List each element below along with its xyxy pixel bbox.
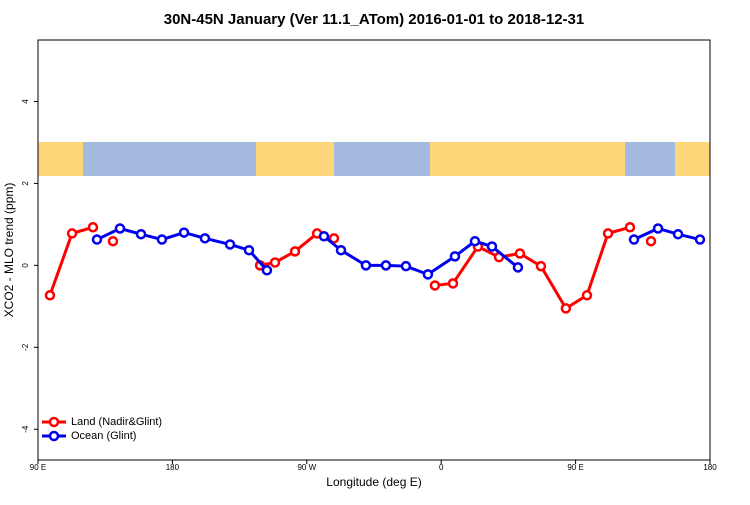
data-point: [400, 260, 412, 272]
land-band: [256, 142, 334, 176]
data-point: [328, 233, 340, 244]
data-point: [449, 251, 461, 262]
land-band: [430, 142, 625, 176]
legend-marker: [48, 416, 60, 428]
x-axis-label: Longitude (deg E): [326, 475, 421, 489]
data-point: [380, 260, 392, 271]
data-point: [512, 262, 524, 273]
x-tick-label: 90 E: [30, 463, 46, 472]
legend-label: Ocean (Glint): [71, 430, 136, 442]
data-point: [422, 269, 434, 280]
x-tick-label: 180: [166, 463, 180, 472]
data-point: [652, 223, 664, 234]
data-point: [261, 265, 273, 276]
data-point: [44, 290, 56, 301]
data-point: [581, 290, 593, 301]
map-band: [38, 142, 710, 176]
land-band: [675, 142, 710, 176]
data-point: [199, 233, 211, 244]
y-tick-label: -2: [21, 343, 30, 351]
data-point: [694, 234, 706, 245]
data-point: [107, 235, 119, 247]
data-point: [535, 260, 547, 272]
data-point: [486, 241, 498, 252]
x-tick-label: 90 W: [297, 463, 316, 472]
data-point: [602, 228, 614, 239]
data-point: [429, 280, 441, 291]
x-tick-label: 90 E: [567, 463, 583, 472]
data-point: [447, 278, 459, 289]
y-tick-label: 2: [21, 181, 30, 186]
data-point: [360, 260, 372, 271]
data-point: [91, 234, 103, 245]
data-point: [560, 303, 572, 314]
data-point: [335, 244, 347, 256]
y-tick-label: -4: [21, 425, 30, 433]
data-point: [628, 234, 640, 245]
y-tick-label: 0: [21, 263, 30, 268]
data-point: [469, 235, 481, 247]
data-point: [135, 228, 147, 240]
plot-frame: [37, 39, 711, 461]
data-point: [178, 227, 190, 238]
x-tick-label: 180: [703, 463, 717, 472]
data-point: [224, 239, 236, 250]
x-tick-label: 0: [439, 463, 444, 472]
y-axis-label: XCO2 - MLO trend (ppm): [2, 183, 16, 318]
legend-label: Land (Nadir&Glint): [71, 416, 162, 428]
data-point: [87, 222, 99, 233]
land-band: [38, 142, 83, 176]
legend-marker: [48, 430, 60, 442]
data-point: [624, 222, 636, 233]
data-point: [114, 223, 126, 234]
data-point: [269, 257, 281, 268]
data-point: [243, 244, 255, 256]
series-line: [50, 227, 651, 308]
data-point: [318, 231, 330, 242]
data-point: [156, 234, 168, 245]
data-point: [289, 246, 301, 257]
data-point: [672, 228, 684, 240]
data-point: [645, 235, 657, 247]
y-tick-label: 4: [21, 99, 30, 104]
chart-title: 30N-45N January (Ver 11.1_ATom) 2016-01-…: [164, 11, 585, 28]
data-point: [66, 228, 78, 239]
data-point: [514, 248, 526, 259]
